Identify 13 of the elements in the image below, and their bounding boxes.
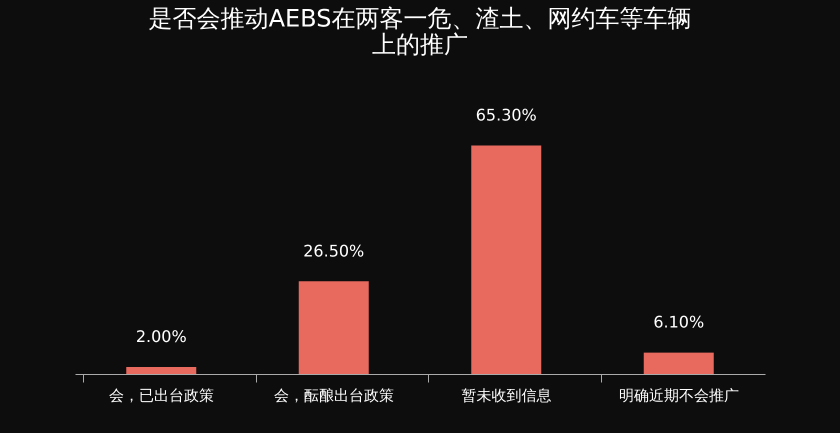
bar	[298, 281, 369, 374]
bar	[471, 145, 542, 374]
bar	[644, 352, 714, 374]
x-tick-label: 明确近期不会推广	[618, 386, 739, 404]
x-tick-label: 会，酝酿出台政策	[274, 386, 394, 404]
x-tick-label: 会，已出台政策	[108, 386, 214, 404]
data-label: 26.50%	[303, 241, 364, 260]
bar	[126, 367, 196, 374]
chart-title: 是否会推动AEBS在两客一危、渣土、网约车等车辆上的推广	[148, 4, 692, 58]
data-label: 2.00%	[136, 327, 187, 346]
data-label: 6.10%	[653, 312, 704, 332]
x-tick-label: 暂未收到信息	[461, 386, 552, 404]
data-label: 65.30%	[476, 105, 537, 124]
